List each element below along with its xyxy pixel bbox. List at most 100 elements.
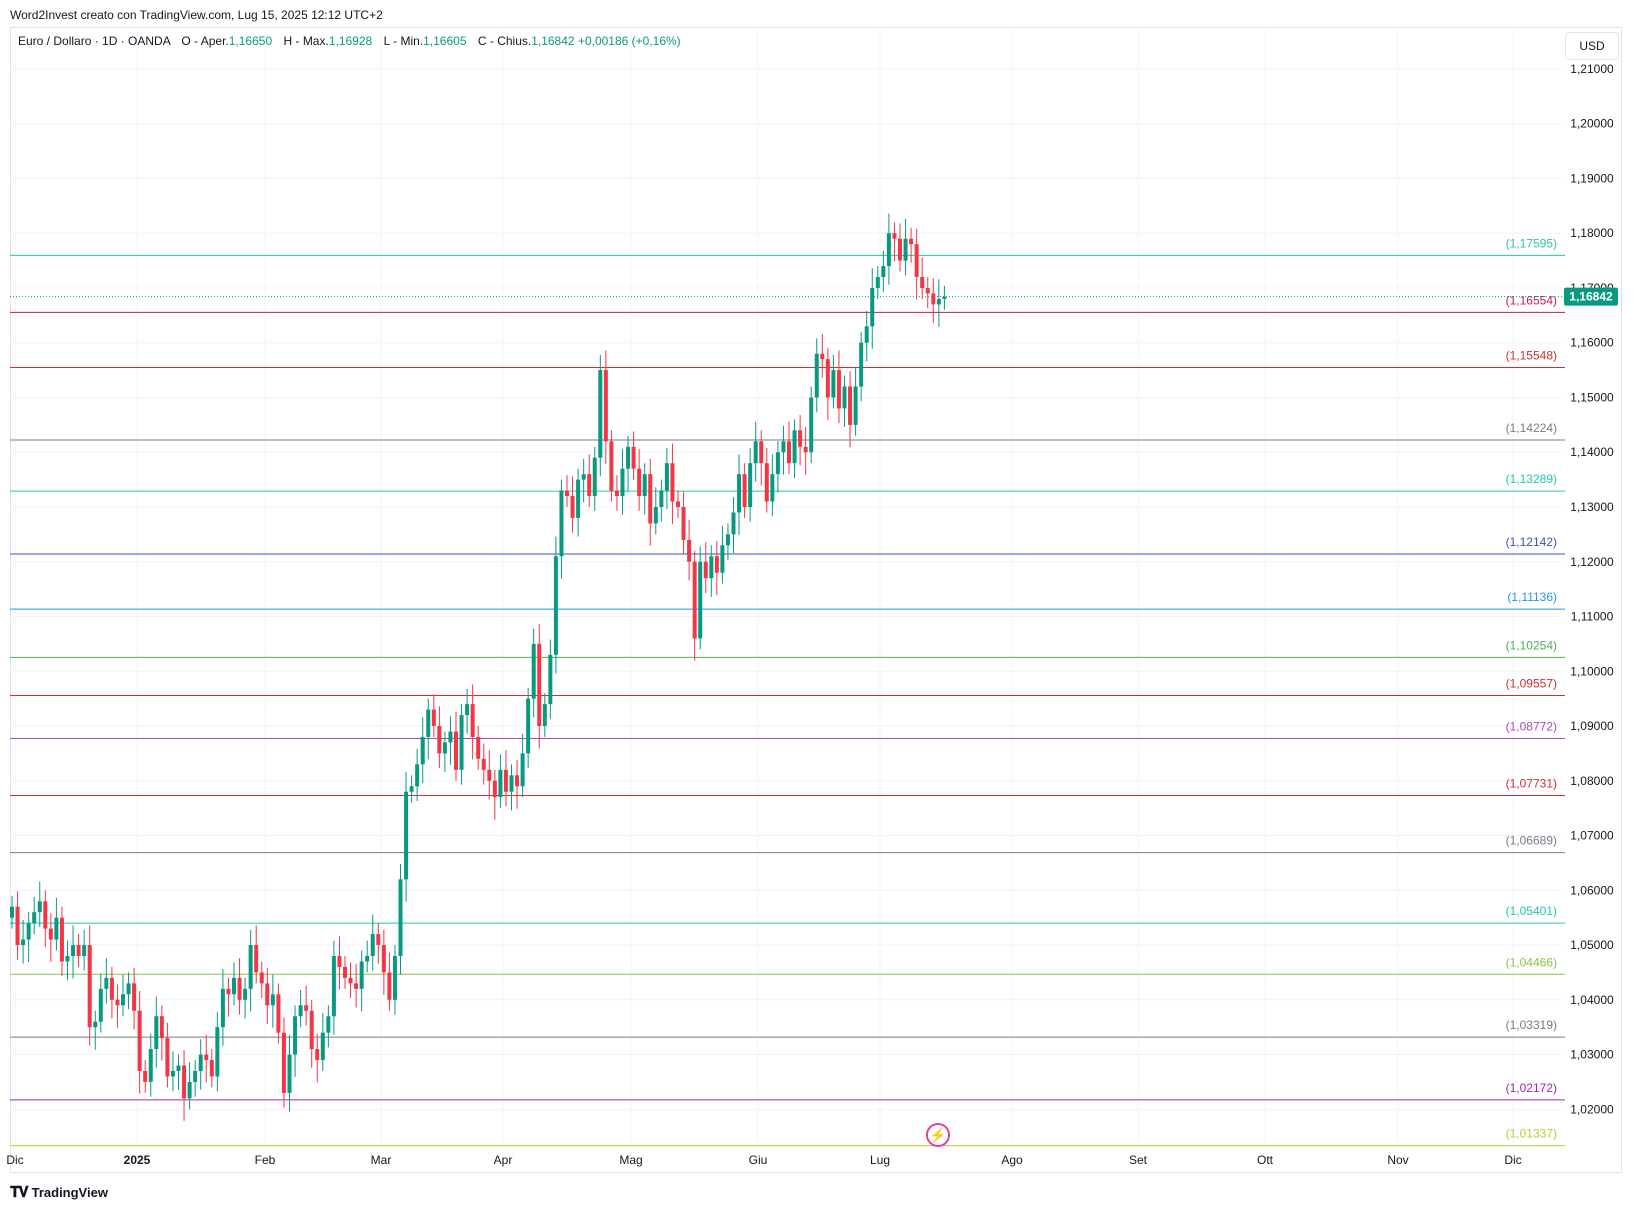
- candle-body: [537, 643, 542, 727]
- symbol-name[interactable]: Euro / Dollaro · 1D · OANDA: [18, 34, 171, 48]
- low-label: L - Min.: [383, 34, 424, 48]
- candle-body: [392, 955, 397, 1000]
- level-label: (1,07731): [1506, 777, 1557, 791]
- y-tick-label: 1,15000: [1570, 390, 1614, 404]
- candle-body: [331, 955, 336, 1017]
- last-price-tag: [1564, 287, 1618, 306]
- candle-body: [43, 901, 48, 929]
- candle-body: [631, 446, 636, 469]
- candle-body: [409, 786, 414, 792]
- candle-body: [792, 430, 797, 464]
- candle-body: [764, 463, 769, 502]
- candle-body: [198, 1054, 203, 1071]
- candle-body: [437, 726, 442, 754]
- candle-body: [714, 556, 719, 573]
- candle-body: [731, 512, 736, 535]
- y-tick-label: 1,20000: [1570, 117, 1614, 131]
- high-value: 1,16928: [328, 34, 373, 48]
- candle-body: [526, 698, 531, 754]
- x-tick-label: Ago: [1001, 1153, 1023, 1167]
- candle-body: [598, 370, 603, 458]
- level-label: (1,06689): [1506, 834, 1557, 848]
- candle-body: [920, 277, 925, 288]
- y-tick-label: 1,12000: [1570, 555, 1614, 569]
- candle-body: [476, 736, 481, 759]
- candle-body: [748, 463, 753, 507]
- y-tick-label: 1,07000: [1570, 829, 1614, 843]
- candle-body: [387, 972, 392, 1000]
- horizontal-levels: (1,17595) (1,16554) (1,15548) (1,14224) (1,1…: [10, 236, 1565, 1147]
- candle-body: [864, 326, 869, 343]
- candle-body: [515, 775, 520, 787]
- candle-body: [93, 1021, 98, 1028]
- x-tick-label: Apr: [494, 1153, 513, 1167]
- candle-body: [509, 775, 514, 792]
- candle-body: [115, 999, 120, 1006]
- candle-body: [293, 1016, 298, 1055]
- level-label: (1,10254): [1506, 638, 1557, 652]
- x-tick-label: Lug: [870, 1153, 890, 1167]
- candle-body: [426, 709, 431, 737]
- candle-body: [354, 983, 359, 989]
- candle-body: [98, 988, 103, 1022]
- candle-body: [520, 753, 525, 787]
- grid-lines: [10, 30, 1562, 1146]
- y-tick-label: 1,13000: [1570, 500, 1614, 514]
- candle-body: [737, 474, 742, 513]
- lightning-icon[interactable]: ⚡: [926, 1123, 950, 1147]
- y-tick-label: 1,06000: [1570, 883, 1614, 897]
- candle-body: [709, 556, 714, 579]
- candle-body: [232, 977, 236, 995]
- candle-body: [481, 758, 486, 770]
- price-axis: 1,02000 1,03000 1,04000 1,05000 1,06000 1,070…: [1564, 62, 1618, 1116]
- candle-body: [914, 244, 919, 278]
- candle-body: [320, 1032, 325, 1061]
- candle-body: [825, 359, 830, 398]
- candle-body: [148, 1049, 153, 1082]
- candle-body: [431, 709, 436, 727]
- time-axis: Dic 2025 Feb Mar Apr Mag Giu Lug Ago Set Ott Nov Dic: [6, 1153, 1521, 1167]
- candle-body: [659, 490, 664, 507]
- level-label: (1,17595): [1506, 236, 1557, 250]
- candle-body: [925, 287, 930, 294]
- candle-body: [87, 945, 92, 1028]
- candle-body: [204, 1054, 209, 1061]
- candle-body: [603, 370, 608, 442]
- y-tick-label: 1,02000: [1570, 1102, 1614, 1116]
- level-label: (1,12142): [1506, 535, 1557, 549]
- close-label: C - Chius.: [477, 34, 532, 48]
- tradingview-footer[interactable]: 𝐓𝐕 TradingView: [10, 1184, 108, 1201]
- candle-body: [576, 479, 581, 518]
- candle-body: [259, 972, 264, 984]
- candle-body: [698, 561, 703, 639]
- candle-body: [343, 966, 347, 978]
- candle-body: [842, 386, 847, 409]
- currency-button[interactable]: USD: [1565, 32, 1619, 60]
- candle-body: [664, 463, 669, 491]
- candle-body: [781, 441, 786, 453]
- candle-body: [170, 1070, 175, 1077]
- y-tick-label: 1,19000: [1570, 171, 1614, 185]
- candle-body: [559, 490, 564, 557]
- candle-body: [370, 934, 375, 956]
- candle-body: [909, 238, 914, 245]
- candle-body: [492, 780, 497, 798]
- candle-body: [265, 983, 270, 1006]
- candle-body: [570, 496, 575, 518]
- candle-body: [542, 704, 547, 727]
- last-price-label: 1,16842: [1569, 290, 1613, 304]
- y-tick-label: 1,08000: [1570, 774, 1614, 788]
- candle-body: [592, 457, 597, 497]
- candle-body: [248, 945, 253, 989]
- level-label: (1,14224): [1506, 421, 1557, 435]
- candle-body: [798, 430, 803, 447]
- candle-body: [875, 277, 880, 288]
- candle-body: [215, 1027, 220, 1077]
- candle-body: [770, 474, 775, 502]
- candle-body: [809, 397, 814, 453]
- chart-frame: [10, 27, 1622, 1173]
- candle-body: [703, 561, 708, 579]
- tradingview-logo-icon: 𝐓𝐕: [10, 1184, 29, 1201]
- y-tick-label: 1,10000: [1570, 664, 1614, 678]
